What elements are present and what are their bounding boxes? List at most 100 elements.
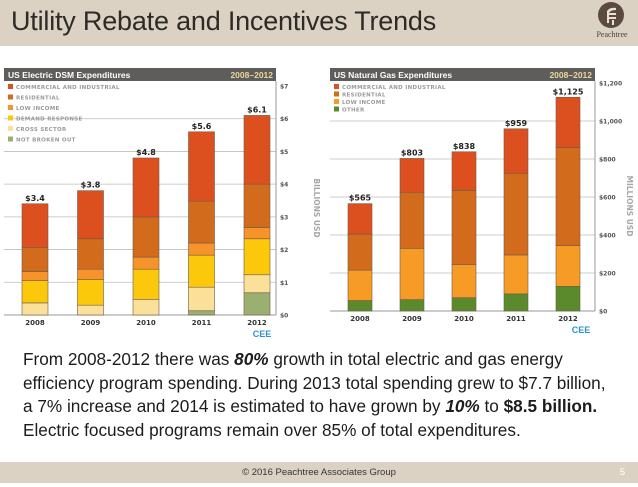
bar-segment-demand-response xyxy=(21,280,49,304)
text-run: growth in total electric and gas energy xyxy=(268,349,563,369)
summary-line-2: efficiency program spending. During 2013… xyxy=(23,372,606,393)
bar-segment-commercial-and-industrial xyxy=(243,115,271,185)
electric-dsm-chart: US Electric DSM Expenditures 2008–2012 $0 $… xyxy=(4,68,326,340)
legend-label: RESIDENTIAL xyxy=(16,96,60,102)
bar-segment-low-income xyxy=(243,227,271,240)
slide-footer: © 2016 Peachtree Associates Group 5 xyxy=(0,462,638,483)
chart-title-bar xyxy=(4,68,276,81)
bar-segment-other xyxy=(555,286,581,312)
y-tick-label: $3 xyxy=(280,214,288,221)
y-tick-label: $6 xyxy=(280,116,288,123)
legend-label: COMMERCIAL AND INDUSTRIAL xyxy=(16,85,120,91)
peachtree-logo: Peachtree xyxy=(590,2,634,46)
bar-segment-cross-sector xyxy=(21,302,49,316)
bar-segment-residential xyxy=(451,190,477,265)
legend-label: DEMAND RESPONSE xyxy=(16,117,83,123)
legend-swatch xyxy=(8,105,13,110)
y-tick-label: $200 xyxy=(599,271,616,278)
text-run: From 2008-2012 there was xyxy=(23,349,235,369)
legend-label: COMMERCIAL AND INDUSTRIAL xyxy=(342,85,446,91)
bar-segment-residential xyxy=(77,238,104,270)
x-tick-label: 2012 xyxy=(247,319,267,327)
legend-label: OTHER xyxy=(342,108,365,114)
bar-segment-demand-response xyxy=(243,238,271,276)
bar-segment-cross-sector xyxy=(188,286,215,312)
bar-segment-commercial-and-industrial xyxy=(188,131,215,202)
y-tick-label: $800 xyxy=(599,157,616,164)
bar-segment-cross-sector xyxy=(132,298,160,316)
bar-segment-not-broken-out xyxy=(243,292,271,316)
x-tick-label: 2012 xyxy=(558,315,578,323)
y-tick-label: $600 xyxy=(599,195,616,202)
bar-segment-residential xyxy=(21,246,49,272)
total-2014: $8.5 billion. xyxy=(503,396,598,416)
y-axis-label: MILLIONS USD xyxy=(625,176,634,237)
chart-title: US Electric DSM Expenditures xyxy=(8,70,131,80)
bar-segment-commercial-and-industrial xyxy=(77,190,104,240)
bar-segment-commercial-and-industrial xyxy=(21,203,49,248)
x-tick-label: 2008 xyxy=(25,319,45,327)
bar-segment-residential xyxy=(188,200,215,244)
logo-text: Peachtree xyxy=(596,30,628,39)
y-tick-label: $400 xyxy=(599,233,616,240)
legend-swatch xyxy=(8,94,13,100)
x-tick-label: 2011 xyxy=(506,315,526,323)
y-tick-label: $1,000 xyxy=(599,119,622,126)
bar-segment-low-income xyxy=(132,256,160,270)
bar-segment-low-income xyxy=(77,268,104,280)
x-tick-label: 2009 xyxy=(402,315,422,323)
legend-swatch xyxy=(334,84,339,89)
bar-segment-residential xyxy=(243,183,271,228)
growth-2014-percent: 10% xyxy=(445,396,480,416)
y-tick-label: $5 xyxy=(280,149,288,156)
slide-title: Utility Rebate and Incentives Trends xyxy=(11,6,437,36)
legend-label: RESIDENTIAL xyxy=(342,93,386,99)
legend-swatch xyxy=(334,106,339,112)
cee-logo: CEE xyxy=(253,329,272,339)
y-tick-label: $1,200 xyxy=(599,81,622,88)
bar-segment-other xyxy=(503,293,529,312)
bar-segment-residential xyxy=(555,147,581,246)
bar-total-label: $959 xyxy=(505,119,528,128)
x-tick-label: 2008 xyxy=(350,315,370,323)
bar-segment-cross-sector xyxy=(243,274,271,294)
legend-swatch xyxy=(8,84,13,89)
growth-percent: 80% xyxy=(234,349,269,369)
bar-segment-not-broken-out xyxy=(188,310,215,316)
bar-segment-demand-response xyxy=(132,268,160,300)
chart-svg: US Electric DSM Expenditures 2008–2012 $0 $… xyxy=(4,68,321,339)
text-run: a 7% increase and 2014 is estimated to h… xyxy=(23,396,446,416)
bar-segment-commercial-and-industrial xyxy=(451,151,477,191)
legend-swatch xyxy=(8,136,13,142)
cee-logo: CEE xyxy=(572,325,591,335)
y-tick-label: $7 xyxy=(280,84,288,91)
bar-segment-low-income xyxy=(451,264,477,298)
summary-line-1: From 2008-2012 there was 80% growth in t… xyxy=(23,348,623,372)
y-tick-label: $0 xyxy=(280,313,288,320)
summary-paragraph: From 2008-2012 there was 80% growth in t… xyxy=(23,348,623,442)
x-tick-label: 2010 xyxy=(454,315,474,323)
copyright-text: © 2016 Peachtree Associates Group xyxy=(242,467,396,478)
legend-swatch xyxy=(8,126,13,131)
bar-total-label: $4.8 xyxy=(136,148,156,157)
bar-segment-residential xyxy=(399,191,425,249)
chart-subtitle: 2008–2012 xyxy=(549,70,592,80)
bar-segment-commercial-and-industrial xyxy=(347,203,373,235)
text-run: to xyxy=(479,396,504,416)
summary-line-4: Electric focused programs remain over 85… xyxy=(23,419,521,440)
bar-segment-low-income xyxy=(555,245,581,287)
bar-segment-other xyxy=(451,297,477,312)
legend-swatch xyxy=(334,99,339,104)
x-tick-label: 2011 xyxy=(192,319,212,327)
x-tick-label: 2010 xyxy=(136,319,156,327)
bar-segment-other xyxy=(347,300,373,312)
legend-swatch xyxy=(8,115,13,121)
x-tick-label: 2009 xyxy=(81,319,101,327)
bar-total-label: $838 xyxy=(453,142,476,151)
bar-total-label: $6.1 xyxy=(247,105,267,114)
legend-label: LOW INCOME xyxy=(16,106,60,112)
bar-segment-residential xyxy=(132,216,160,258)
bar-segment-demand-response xyxy=(77,279,104,306)
y-tick-label: $2 xyxy=(280,247,288,254)
y-axis-label: BILLIONS USD xyxy=(312,178,321,237)
